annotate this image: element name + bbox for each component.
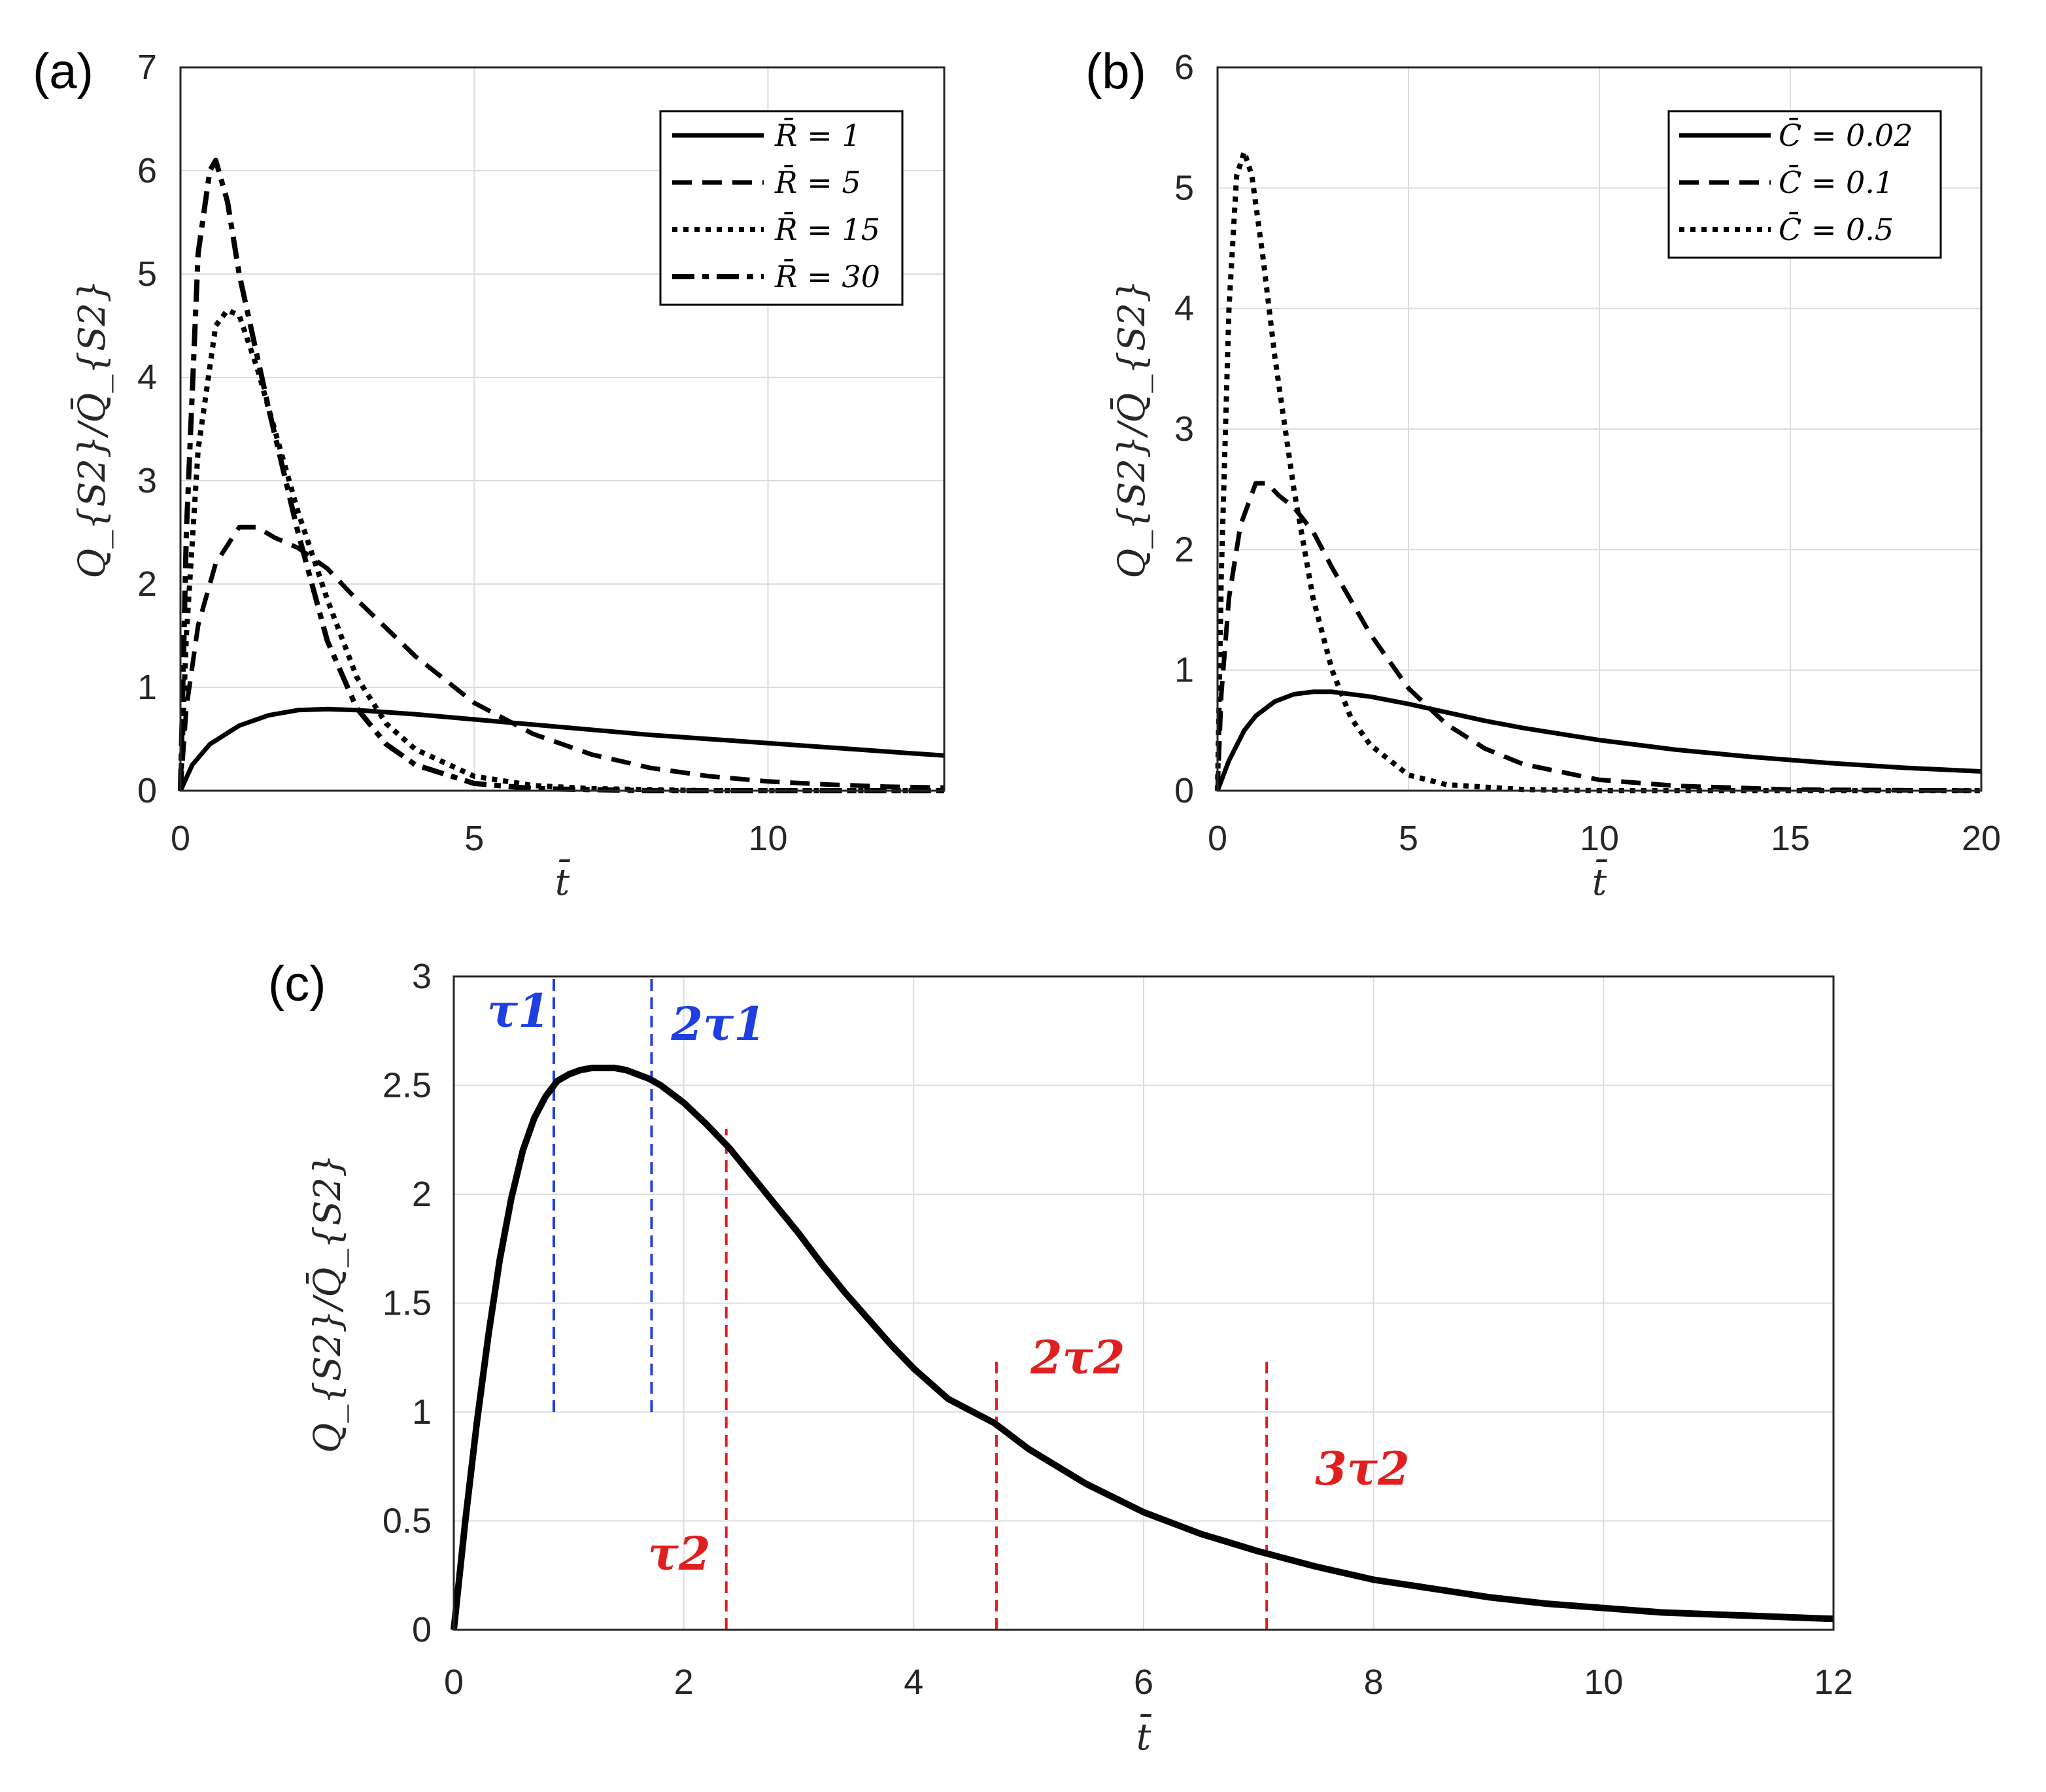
panel-c-marker-label-1: τ1 [487,984,550,1038]
panel-b-series-3-line [1215,149,1981,793]
panel-a-ytick-label: 2 [137,564,157,604]
panel-a-xlabel: t̄ [555,859,571,904]
panel-b-ytick-label: 0 [1174,771,1194,810]
panel-a-ytick-label: 5 [137,254,157,294]
panel-a-legend-label-2: R̄ = 5 [774,164,861,200]
panel-b-ytick-label: 4 [1174,289,1194,328]
panel-b-ytick-label: 2 [1174,530,1194,569]
panel-c-xlabel: t̄ [1136,1714,1152,1759]
panel-b-y-axis-label: Q_{S2}/Q̄_{S2} [1110,279,1153,578]
panel-c-xtick-label: 0 [444,1663,464,1702]
panel-b-label: (b) [1085,44,1146,99]
panel-a-ticks: 0 5 10 0 1 2 3 4 5 6 7 [137,48,788,858]
panel-b-legend-label-1: C̄ = 0.02 [1779,117,1913,153]
panel-a-series-1-line [178,706,945,792]
panel-a-legend-label-4: R̄ = 30 [774,258,880,294]
panel-a-legend-label-3: R̄ = 15 [774,211,880,247]
panel-a-series [178,158,945,793]
panel-a-xtick-label: 5 [464,819,484,858]
panel-a-xtick-label: 0 [171,819,190,858]
panel-a-axes-box [179,66,946,792]
panel-b-ytick-label: 5 [1174,168,1194,207]
panel-a-ytick-label: 6 [137,151,157,190]
panel-b-xtick-label: 20 [1962,819,2001,858]
panel-a-ytick-label: 3 [137,461,157,500]
panel-c-marker-label-3: τ2 [648,1526,711,1581]
panel-b-series [1215,149,1982,793]
panel-a-ytick-label: 7 [137,48,157,87]
panel-c-ytick-label: 2.5 [383,1066,432,1105]
panel-c-series-1-line [451,1064,1834,1630]
panel-c-ytick-label: 0.5 [383,1502,432,1541]
panel-b-xlabel: t̄ [1592,859,1608,904]
panel-c-ytick-label: 3 [412,957,432,996]
panel-a-series-3-line [178,307,944,793]
panel-c-y-axis-label: Q_{S2}/Q̄_{S2} [305,1154,349,1453]
panel-b-ylabel: Q_{S2}/Q̄_{S2} [1110,279,1153,578]
panel-c-ytick-label: 2 [412,1175,432,1214]
panel-b-xtick-label: 15 [1771,819,1810,858]
panel-c-xtick-label: 8 [1364,1663,1384,1702]
panel-a-series-2-line [178,525,945,791]
panel-c-marker-label-2: 2τ1 [670,997,766,1051]
panel-b-ytick-label: 6 [1174,48,1194,87]
panel-a-ylabel: Q_{S2}/Q̄_{S2} [70,279,114,578]
panel-c-axes-box [452,975,1835,1631]
panel-c-markers: τ1 2τ1 τ2 2τ2 3τ2 [487,976,1410,1630]
panel-b-series-2-line [1215,481,1982,793]
panel-b-xtick-label: 5 [1399,819,1418,858]
panel-b-series-1-line [1215,689,1982,792]
panel-a-legend-box [659,110,904,306]
panel-c-xtick-label: 4 [904,1663,923,1702]
panel-a-xtick-label: 10 [748,819,787,858]
panel-c-ticks: 0 2 4 6 8 10 12 0 0.5 1 1.5 2 2.5 3 [383,957,1853,1702]
panel-b-ticks: 0 5 10 15 20 0 1 2 3 4 5 6 [1174,48,2001,858]
panel-c-ytick-label: 1 [412,1392,432,1432]
panel-b-legend-label-2: C̄ = 0.1 [1779,164,1894,200]
panel-c-xtick-label: 2 [674,1663,694,1702]
panel-c-xtick-label: 12 [1814,1663,1853,1702]
panel-b-axes-box [1216,66,1983,792]
panel-c-ylabel: Q_{S2}/Q̄_{S2} [305,1154,349,1453]
panel-c-xtick-label: 10 [1584,1663,1623,1702]
panel-c-marker-label-5: 3τ2 [1315,1441,1410,1496]
panel-b-xtick-label: 0 [1208,819,1227,858]
panel-a-ytick-label: 1 [137,668,157,707]
panel-b-ytick-label: 1 [1174,651,1194,690]
panel-b-ytick-label: 3 [1174,409,1194,449]
panel-b-legend: C̄ = 0.02 C̄ = 0.1 C̄ = 0.5 [1667,110,1942,259]
panel-c-ytick-label: 0 [412,1610,432,1649]
panel-b-legend-label-3: C̄ = 0.5 [1779,211,1894,247]
panel-c-marker-label-4: 2τ2 [1030,1330,1125,1385]
panel-a-label: (a) [33,44,94,99]
panel-a-y-axis-label: Q_{S2}/Q̄_{S2} [70,279,114,578]
panel-a-ytick-label: 0 [137,771,157,810]
panel-c-label: (c) [268,956,326,1012]
panel-a-chart: (a) 0 5 10 0 1 2 3 4 5 6 7 Q_{S2}/Q̄_{S2} t̄ R̄ = … [33,44,946,904]
panel-a-series-4-line [178,158,944,793]
panel-c-ytick-label: 1.5 [383,1284,432,1323]
panel-b-xtick-label: 10 [1580,819,1619,858]
panel-c-xtick-label: 6 [1134,1663,1153,1702]
panel-a-legend-label-1: R̄ = 1 [774,117,861,153]
panel-c-series [451,1064,1834,1630]
panel-b-chart: (b) 0 5 10 15 20 0 1 2 3 4 5 6 Q_{S2}/Q̄_{S2} t̄ C̄… [1085,44,2001,904]
panel-a-ytick-label: 4 [137,358,157,397]
panel-c-chart: (c) τ1 2τ1 τ2 2τ2 3τ2 0 2 4 6 8 10 12 0 0.5 1 1.5 2 2.5 3… [268,956,1853,1759]
panel-a-legend: R̄ = 1 R̄ = 5 R̄ = 15 R̄ = 30 [659,110,904,306]
